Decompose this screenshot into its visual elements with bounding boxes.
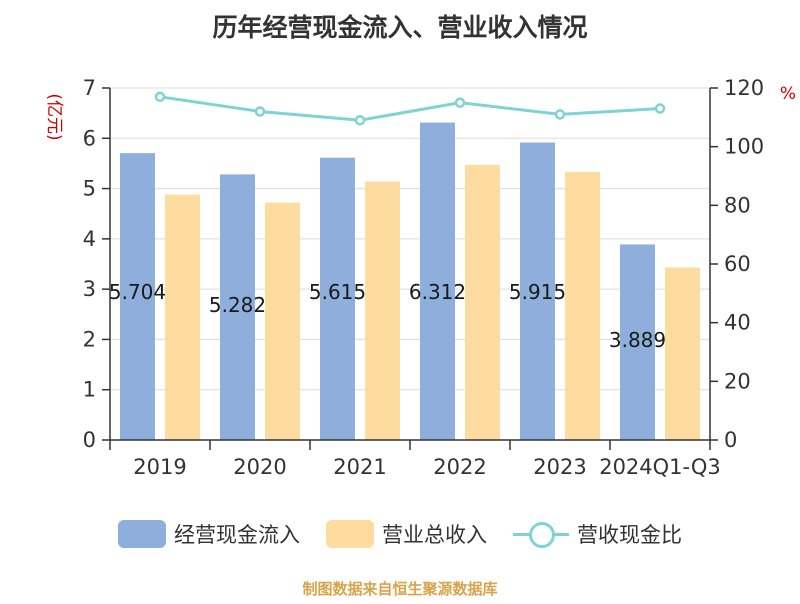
y-left-tick-label: 0: [83, 428, 96, 452]
legend: 经营现金流入 营业总收入 营收现金比: [0, 512, 800, 556]
legend-item-ratio: 营收现金比: [513, 519, 682, 549]
ratio-point: [554, 109, 566, 120]
cash-inflow-bar: [220, 174, 255, 440]
revenue-bar: [665, 267, 700, 440]
data-label: 6.312: [409, 280, 466, 304]
cash-inflow-bar: [420, 122, 455, 441]
y-left-tick-label: 3: [83, 277, 96, 301]
yellow-bar-swatch-icon: [326, 520, 374, 548]
y-left-tick-label: 2: [83, 327, 96, 351]
legend-label: 营业总收入: [382, 523, 487, 547]
data-label: 5.915: [509, 280, 566, 304]
source-note: 制图数据来自恒生聚源数据库: [302, 580, 498, 598]
data-label: 5.615: [309, 280, 366, 304]
line-marker-swatch-icon: [513, 520, 569, 548]
revenue-bar: [465, 164, 500, 441]
legend-label: 经营现金流入: [174, 523, 300, 547]
y-right-tick-label: 100: [724, 135, 764, 159]
y-left-tick-label: 5: [83, 177, 96, 201]
legend-item-revenue: 营业总收入: [326, 519, 487, 549]
y-left-tick-label: 7: [83, 76, 96, 100]
ratio-point: [354, 115, 366, 126]
ratio-point: [654, 103, 666, 114]
y-left-tick-label: 1: [83, 378, 96, 402]
y-axis-right-label: %: [780, 84, 796, 104]
data-label: 3.889: [609, 328, 666, 352]
y-left-tick-label: 4: [83, 227, 96, 251]
y-right-tick-label: 120: [724, 76, 764, 100]
y-right-tick-label: 60: [724, 252, 751, 276]
y-left-tick-label: 6: [83, 126, 96, 150]
cash-inflow-bar: [120, 153, 155, 440]
x-tick-label: 2020: [233, 455, 286, 479]
blue-bar-swatch-icon: [118, 520, 166, 548]
ratio-line: [159, 95, 661, 122]
y-right-tick-label: 80: [724, 193, 751, 217]
legend-item-cash-inflow: 经营现金流入: [118, 519, 300, 549]
y-right-tick-label: 40: [724, 311, 751, 335]
revenue-bar: [565, 171, 600, 440]
cash-inflow-bar: [320, 157, 355, 440]
data-label: 5.282: [209, 293, 266, 317]
legend-label: 营收现金比: [577, 523, 682, 547]
revenue-bar: [165, 194, 200, 440]
x-tick-label: 2023: [533, 455, 586, 479]
data-label: 5.704: [109, 280, 166, 304]
revenue-bar: [365, 181, 400, 440]
x-tick-label: 2022: [433, 455, 486, 479]
chart-title: 历年经营现金流入、营业收入情况: [212, 13, 587, 42]
y-right-tick-label: 0: [724, 428, 737, 452]
revenue-bar: [265, 202, 300, 440]
y-right-tick-label: 20: [724, 369, 751, 393]
ratio-point: [454, 97, 466, 108]
ratio-point: [254, 106, 266, 117]
cash-inflow-bar: [620, 244, 655, 440]
y-axis-left-label: (亿元): [44, 93, 64, 140]
ratio-point: [154, 91, 166, 103]
x-tick-label: 2024Q1-Q3: [599, 455, 721, 479]
x-tick-label: 2019: [133, 455, 186, 479]
cash-inflow-bar: [520, 142, 555, 440]
x-tick-label: 2021: [333, 455, 386, 479]
